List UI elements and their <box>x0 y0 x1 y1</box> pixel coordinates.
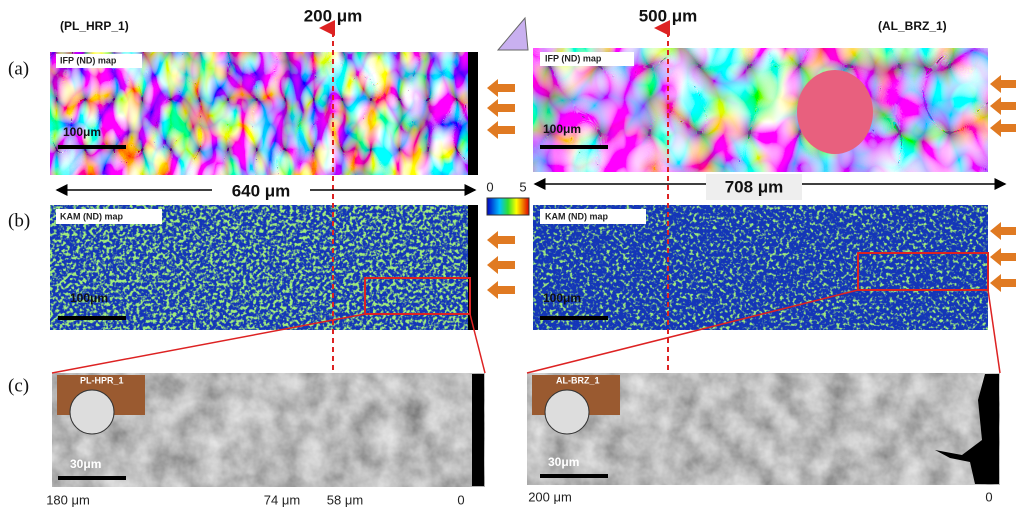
map-label: IFP (ND) map <box>545 53 602 63</box>
colorbar <box>487 198 529 215</box>
arrow <box>990 75 1016 93</box>
scale-label: 100μm <box>70 291 108 305</box>
scale-bar <box>540 316 608 320</box>
sem-label: PL-HPR_1 <box>80 375 124 385</box>
arrow <box>487 256 515 274</box>
inset-ring <box>70 390 114 434</box>
arrow <box>487 281 515 299</box>
depth-tick: 0 <box>457 492 464 507</box>
inset-ring <box>545 390 589 434</box>
sem-label: AL-BRZ_1 <box>556 375 600 385</box>
zoom-line <box>988 290 1000 373</box>
scale-label: 100μm <box>543 291 581 305</box>
depth-marker: 200 μm <box>304 6 363 25</box>
depth-tick: 0 <box>985 489 992 504</box>
panel-title: (PL_HRP_1) <box>60 19 129 33</box>
scale-label: 100μm <box>543 122 581 136</box>
figure: (PL_HRP_1) (AL_BRZ_1) 200 μm 500 μm (a) … <box>0 0 1016 511</box>
depth-tick: 200 μm <box>528 489 572 504</box>
ipf-triangle <box>498 18 528 50</box>
scale-bar <box>58 476 126 480</box>
ifp-map <box>50 52 470 175</box>
arrow <box>487 99 515 117</box>
grain <box>797 70 873 154</box>
row-label: (b) <box>8 210 30 231</box>
arrow <box>990 248 1016 266</box>
depth-marker: 500 μm <box>639 6 698 25</box>
map-label: KAM (ND) map <box>545 211 608 221</box>
row-label: (c) <box>8 375 29 396</box>
arrow <box>487 79 515 97</box>
scale-label: 100μm <box>63 125 101 139</box>
row-label: (a) <box>8 58 29 79</box>
scale-label: 30μm <box>70 457 101 471</box>
edge <box>472 374 484 486</box>
scale-bar <box>540 145 608 149</box>
ifp-map <box>533 48 988 172</box>
panel-title: (AL_BRZ_1) <box>878 19 947 33</box>
depth-tick: 180 μm <box>46 492 90 507</box>
arrow <box>487 121 515 139</box>
depth-tick: 74 μm <box>264 492 300 507</box>
scale-bar <box>58 316 126 320</box>
scale-bar <box>540 474 608 478</box>
arrow <box>990 119 1016 137</box>
arrow <box>990 274 1016 292</box>
depth-tick: 58 μm <box>327 492 363 507</box>
width-label: 708 μm <box>725 177 784 196</box>
width-label: 640 μm <box>232 181 291 200</box>
arrow <box>990 222 1016 240</box>
colorbar-label: 5 <box>519 179 526 194</box>
edge <box>468 52 478 175</box>
arrow <box>487 231 515 249</box>
scale-label: 30μm <box>548 455 579 469</box>
map-label: KAM (ND) map <box>60 211 123 221</box>
arrow <box>990 97 1016 115</box>
scale-bar <box>58 145 126 149</box>
colorbar-label: 0 <box>486 179 493 194</box>
map-label: IFP (ND) map <box>60 55 117 65</box>
